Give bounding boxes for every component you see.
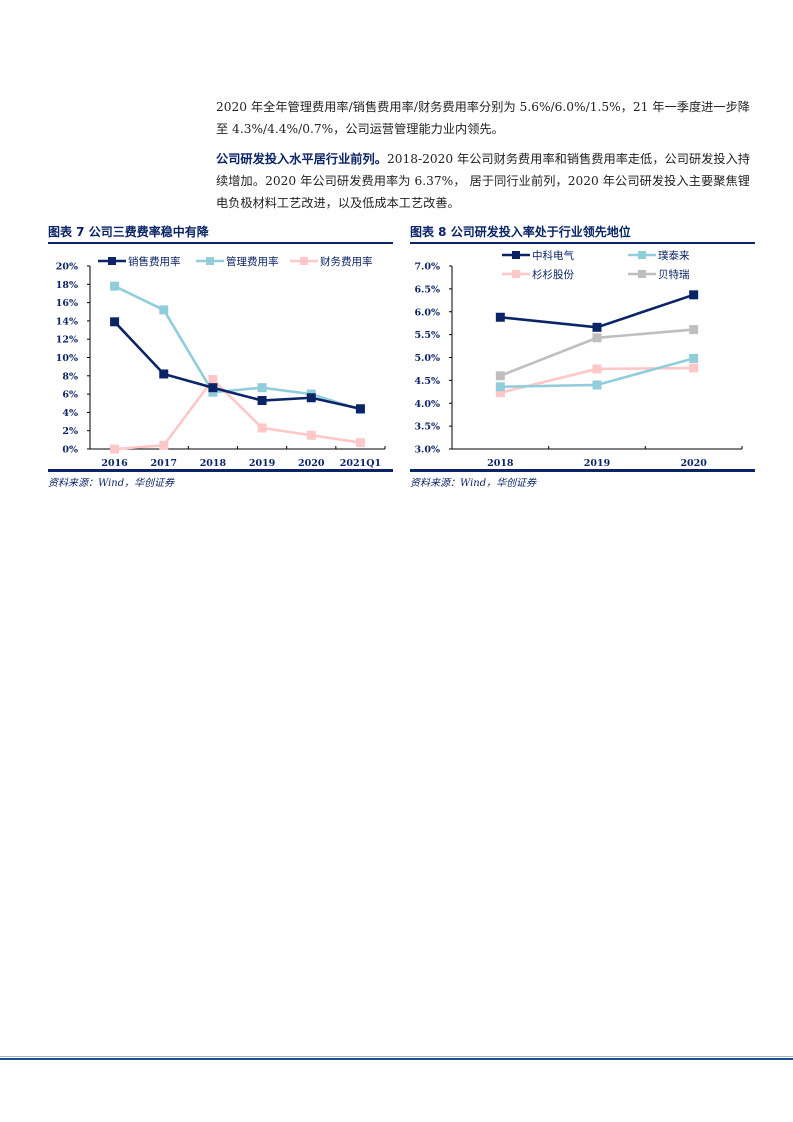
series-line	[500, 293, 695, 329]
y-tick-label: 2%	[62, 426, 78, 437]
data-point-marker	[355, 438, 365, 448]
figure-7-chart: 0% 2% 4% 6% 8% 10% 12% 14% 16% 18% 20% 2016 2017 2018…	[56, 255, 386, 469]
data-point-marker	[110, 317, 120, 327]
legend-label: 管理费用率	[226, 255, 279, 268]
x-tick-label: 2018	[200, 458, 227, 469]
data-point-marker	[689, 325, 699, 335]
data-point-marker	[257, 383, 267, 393]
x-tick-label: 2021Q1	[340, 458, 381, 469]
data-point-marker	[257, 396, 267, 406]
data-point-marker	[495, 382, 505, 392]
figure-7-bottom-rule	[48, 469, 393, 472]
legend-marker	[300, 257, 308, 265]
data-point-marker	[495, 371, 505, 381]
series-line	[114, 284, 361, 411]
data-point-marker	[689, 290, 699, 300]
data-point-marker	[592, 333, 602, 343]
x-tick-label: 2019	[249, 458, 276, 469]
data-point-marker	[495, 388, 505, 398]
paragraph-expense-ratios: 2020 年全年管理费用率/销售费用率/财务费用率分别为 5.6%/6.0%/1…	[216, 96, 750, 140]
figure-7-title: 图表 7 公司三费费率稳中有降	[48, 225, 209, 239]
legend-marker	[638, 270, 646, 278]
y-tick-label: 8%	[62, 371, 78, 382]
y-tick-label: 4.5%	[414, 376, 440, 387]
y-tick-label: 6.0%	[414, 307, 440, 318]
data-point-marker	[689, 353, 699, 363]
footer-rule-light	[0, 1056, 793, 1057]
legend-marker	[512, 251, 520, 259]
legend-label: 贝特瑞	[658, 269, 690, 281]
data-point-marker	[208, 387, 218, 397]
y-tick-label: 20%	[56, 262, 78, 273]
data-point-marker	[110, 444, 120, 454]
x-tick-label: 2018	[487, 458, 514, 469]
y-tick-label: 10%	[56, 353, 78, 364]
y-tick-label: 18%	[56, 280, 78, 291]
figure-8-chart: 3.0% 3.5% 4.0% 4.5% 5.0% 5.5% 6.0% 6.5% 7.0% 2018…	[414, 249, 743, 469]
data-point-marker	[689, 363, 699, 373]
data-point-marker	[159, 440, 169, 450]
data-point-marker	[306, 393, 316, 403]
legend-label: 财务费用率	[320, 255, 373, 268]
data-point-marker	[592, 380, 602, 390]
figure-7-source: 资料来源：Wind，华创证券	[48, 478, 175, 489]
legend-marker	[206, 257, 214, 265]
figure-8-title: 图表 8 公司研发投入率处于行业领先地位	[410, 225, 631, 239]
series-line	[113, 320, 361, 411]
data-point-marker	[208, 383, 218, 393]
figure-8-source: 资料来源：Wind，华创证券	[410, 478, 537, 489]
legend-marker	[512, 270, 520, 278]
paragraph-text: 2018-2020 年公司财务费用率和销售费用率走低，公司研发投入持续增加。20…	[216, 152, 750, 210]
data-point-marker	[257, 423, 267, 433]
y-tick-label: 6.5%	[414, 284, 440, 295]
data-point-marker	[355, 404, 365, 414]
y-tick-label: 3.0%	[414, 445, 440, 456]
data-point-marker	[592, 322, 602, 332]
y-tick-label: 7.0%	[414, 262, 440, 273]
series-line	[114, 377, 361, 451]
legend-label: 璞泰来	[658, 249, 690, 262]
x-tick-label: 2020	[680, 458, 707, 469]
data-point-marker	[592, 364, 602, 374]
legend-label: 中科电气	[532, 249, 574, 262]
x-tick-label: 2017	[151, 458, 177, 469]
paragraph-lead: 公司研发投入水平居行业前列。	[216, 152, 387, 166]
y-tick-label: 5.5%	[414, 330, 440, 341]
data-point-marker	[208, 374, 218, 384]
data-point-marker	[306, 430, 316, 440]
y-tick-label: 0%	[62, 445, 78, 456]
y-tick-label: 12%	[56, 335, 78, 346]
paragraph-rd-investment: 公司研发投入水平居行业前列。2018-2020 年公司财务费用率和销售费用率走低…	[216, 148, 750, 214]
footer-rule	[0, 1058, 793, 1060]
data-point-marker	[159, 305, 169, 315]
y-tick-label: 6%	[62, 390, 78, 401]
y-tick-label: 4%	[62, 408, 78, 419]
legend-marker	[638, 251, 646, 259]
paragraph-text: 2020 年全年管理费用率/销售费用率/财务费用率分别为 5.6%/6.0%/1…	[216, 100, 750, 136]
figure-7-top-rule	[48, 242, 393, 244]
legend-marker	[108, 257, 116, 265]
data-point-marker	[159, 369, 169, 379]
data-point-marker	[495, 312, 505, 322]
x-tick-label: 2020	[298, 458, 325, 469]
y-tick-label: 5.0%	[414, 353, 440, 364]
figure-8-bottom-rule	[410, 469, 755, 472]
y-tick-label: 4.0%	[414, 399, 440, 410]
y-tick-label: 14%	[56, 316, 78, 327]
x-tick-label: 2016	[101, 458, 128, 469]
y-tick-label: 3.5%	[414, 422, 440, 433]
figure-8-top-rule	[410, 242, 755, 244]
y-tick-label: 16%	[56, 298, 78, 309]
legend-label: 销售费用率	[128, 255, 181, 268]
x-tick-label: 2019	[584, 458, 611, 469]
data-point-marker	[110, 281, 120, 291]
legend-label: 杉杉股份	[532, 268, 574, 281]
